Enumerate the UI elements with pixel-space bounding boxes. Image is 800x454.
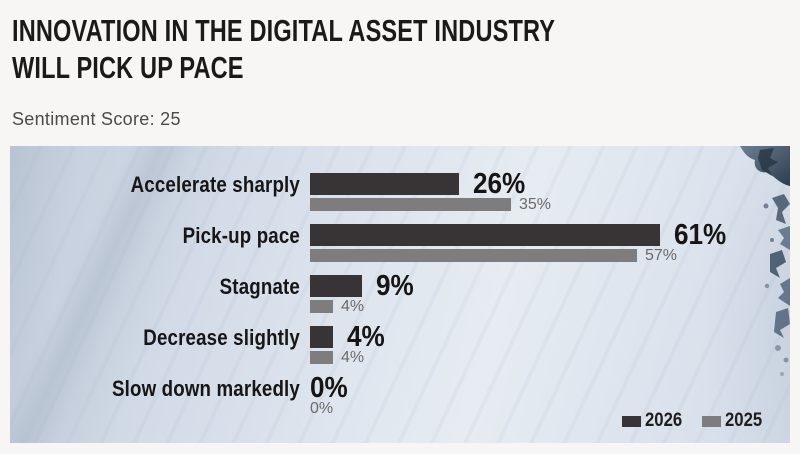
value-label-2025: 35% <box>519 196 552 213</box>
bar-line-2026: 9% <box>310 270 790 302</box>
chart-row: Slow down markedly 0% 0% <box>10 372 790 417</box>
bar-group: 0% 0% <box>300 372 790 417</box>
legend-item-2025: 2025 <box>701 410 767 431</box>
bar-2025 <box>310 351 333 364</box>
value-label-2026: 9% <box>376 270 414 302</box>
category-label: Pick-up pace <box>182 223 300 248</box>
chart-legend: 2026 2025 <box>622 410 767 431</box>
sentiment-score-label: Sentiment Score: 25 <box>12 109 181 129</box>
bar-line-2026: 26% <box>310 168 790 200</box>
value-label-2026: 26% <box>473 168 526 200</box>
bar-2026 <box>310 173 459 195</box>
category-label: Accelerate sharply <box>130 172 300 197</box>
bar-2026 <box>310 326 333 348</box>
category-label: Stagnate <box>219 274 300 299</box>
bar-line-2025: 4% <box>310 349 790 366</box>
page-title-line-2: WILL PICK UP PACE <box>12 50 244 85</box>
value-label-2025: 57% <box>645 247 678 264</box>
rock-outcrop-graphic <box>740 146 790 376</box>
bar-2025 <box>310 198 511 211</box>
bar-group: 9% 4% <box>300 270 790 315</box>
value-label-2026: 0% <box>310 372 348 404</box>
legend-swatch-2026 <box>622 415 642 427</box>
legend-label-2026: 2026 <box>645 410 683 431</box>
bar-group: 4% 4% <box>300 321 790 366</box>
bar-line-2026: 4% <box>310 321 790 353</box>
bar-line-2026: 0% <box>310 372 790 404</box>
value-label-2025: 4% <box>341 349 365 366</box>
page-title: INNOVATION IN THE DIGITAL ASSET INDUSTRY… <box>12 12 555 86</box>
chart-row: Accelerate sharply 26% 35% <box>10 168 790 213</box>
bar-line-2026: 61% <box>310 219 790 251</box>
legend-item-2026: 2026 <box>622 410 687 431</box>
page-title-line-1: INNOVATION IN THE DIGITAL ASSET INDUSTRY <box>12 13 556 48</box>
bar-2026 <box>310 224 660 246</box>
legend-label-2025: 2025 <box>724 410 762 431</box>
legend-swatch-2025 <box>701 415 721 427</box>
value-label-2025: 0% <box>310 400 334 417</box>
category-label: Decrease slightly <box>143 325 300 350</box>
bar-line-2025: 35% <box>310 196 790 213</box>
bar-2025 <box>310 300 333 313</box>
chart-row: Stagnate 9% 4% <box>10 270 790 315</box>
chart-row: Pick-up pace 61% 57% <box>10 219 790 264</box>
bar-line-2025: 57% <box>310 247 790 264</box>
chart-figure: Accelerate sharply 26% 35% Pick-up pace 61% 5… <box>10 146 790 443</box>
bar-group: 26% 35% <box>300 168 790 213</box>
value-label-2026: 61% <box>674 219 727 251</box>
chart-row: Decrease slightly 4% 4% <box>10 321 790 366</box>
value-label-2025: 4% <box>341 298 365 315</box>
bar-2026 <box>310 275 362 297</box>
category-label: Slow down markedly <box>111 376 300 401</box>
bar-2025 <box>310 249 637 262</box>
bar-line-2025: 4% <box>310 298 790 315</box>
chart-rows: Accelerate sharply 26% 35% Pick-up pace 61% 5… <box>10 168 790 428</box>
value-label-2026: 4% <box>347 321 385 353</box>
bar-group: 61% 57% <box>300 219 790 264</box>
bar-line-2025: 0% <box>310 400 790 417</box>
